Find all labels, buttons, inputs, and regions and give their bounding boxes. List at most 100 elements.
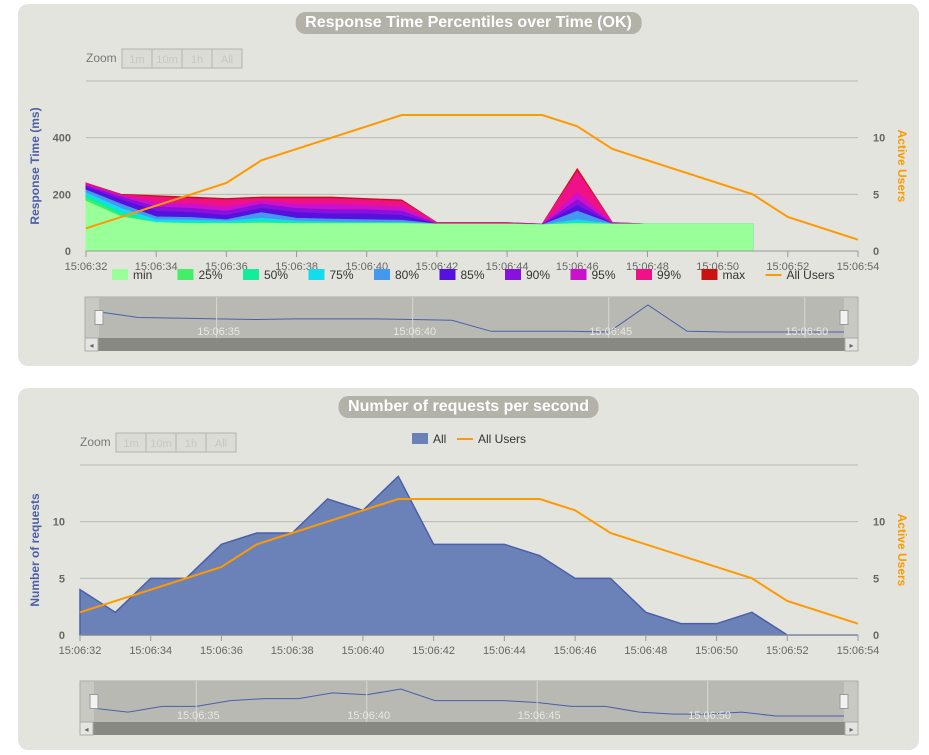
x-tick-label: 15:06:40 xyxy=(341,645,384,657)
svg-text:1h: 1h xyxy=(191,54,203,66)
zoom-label: Zoom xyxy=(80,435,111,449)
y2-tick-label: 10 xyxy=(873,133,885,145)
legend-label[interactable]: 25% xyxy=(199,268,223,282)
legend-label[interactable]: max xyxy=(723,268,746,282)
y2-tick-label: 10 xyxy=(873,517,885,529)
x-tick-label: 15:06:34 xyxy=(135,261,178,273)
navigator-tick-label: 15:06:35 xyxy=(177,710,220,722)
zoom-button-10m[interactable]: 10m xyxy=(151,48,183,69)
zoom-button-10m[interactable]: 10m xyxy=(145,432,177,453)
scroll-right-arrow-icon: ▸ xyxy=(849,725,853,734)
legend-swatch-80pct xyxy=(374,269,390,280)
scrollbar-left-button[interactable] xyxy=(84,337,99,352)
navigator-tick-label: 15:06:45 xyxy=(518,710,561,722)
zoom-label: Zoom xyxy=(86,51,117,65)
y2-tick-label: 5 xyxy=(873,189,879,201)
zoom-button-1h[interactable]: 1h xyxy=(181,48,213,69)
legend-label[interactable]: min xyxy=(133,268,152,282)
zoom-button-1h[interactable]: 1h xyxy=(175,432,207,453)
zoom-button-1m[interactable]: 1m xyxy=(121,48,153,69)
legend-swatch-all xyxy=(412,433,428,444)
navigator-tick-label: 15:06:35 xyxy=(197,326,240,338)
x-tick-label: 15:06:54 xyxy=(837,645,880,657)
x-tick-label: 15:06:36 xyxy=(200,645,243,657)
zoom-button-all[interactable]: All xyxy=(205,432,237,453)
scroll-right-arrow-icon: ▸ xyxy=(849,341,853,350)
x-tick-label: 15:06:34 xyxy=(129,645,172,657)
svg-text:10m: 10m xyxy=(156,54,177,66)
navigator-left-handle[interactable] xyxy=(89,694,99,709)
x-tick-label: 15:06:44 xyxy=(483,645,526,657)
navigator-selection[interactable] xyxy=(99,297,844,338)
navigator-selection[interactable] xyxy=(94,681,844,722)
x-tick-label: 15:06:46 xyxy=(554,645,597,657)
legend-label[interactable]: 80% xyxy=(395,268,419,282)
all-users-line xyxy=(79,498,859,625)
y2-tick-label: 0 xyxy=(873,246,879,258)
x-tick-label: 15:06:54 xyxy=(837,261,880,273)
y2-axis-title: Active Users xyxy=(895,130,909,203)
chart-title: Number of requests per second xyxy=(338,396,599,418)
y-tick-label: 5 xyxy=(59,573,65,585)
legend-label[interactable]: 85% xyxy=(461,268,485,282)
legend-label[interactable]: 99% xyxy=(657,268,681,282)
navigator-right-handle[interactable] xyxy=(839,310,849,325)
navigator-series-line xyxy=(98,304,844,333)
scroll-left-arrow-icon: ◂ xyxy=(89,341,93,350)
legend-label[interactable]: 50% xyxy=(264,268,288,282)
navigator-left-handle[interactable] xyxy=(94,310,104,325)
x-tick-label: 15:06:32 xyxy=(65,261,108,273)
x-tick-label: 15:06:48 xyxy=(624,645,667,657)
scrollbar-right-button[interactable] xyxy=(844,337,859,352)
legend-label[interactable]: 90% xyxy=(526,268,550,282)
navigator-tick-label: 15:06:40 xyxy=(347,710,390,722)
svg-text:10m: 10m xyxy=(150,438,171,450)
y-tick-label: 400 xyxy=(53,133,71,145)
x-tick-label: 15:06:32 xyxy=(59,645,102,657)
navigator-series-line xyxy=(93,688,844,717)
legend-swatch-50pct xyxy=(243,269,259,280)
scrollbar-left-button[interactable] xyxy=(79,721,94,736)
legend-swatch-90pct xyxy=(505,269,521,280)
navigator-tick-label: 15:06:50 xyxy=(688,710,731,722)
navigator-tick-label: 15:06:40 xyxy=(393,326,436,338)
response-time-panel: Response Time Percentiles over Time (OK)… xyxy=(18,4,919,366)
y2-tick-label: 5 xyxy=(873,573,879,585)
zoom-button-all[interactable]: All xyxy=(211,48,243,69)
svg-text:All: All xyxy=(221,54,233,66)
legend-swatch-95pct xyxy=(570,269,587,280)
scrollbar-track[interactable] xyxy=(85,338,858,351)
y-tick-label: 200 xyxy=(53,189,71,201)
y-tick-label: 0 xyxy=(65,246,71,258)
legend-label[interactable]: 95% xyxy=(592,268,616,282)
navigator-tick-label: 15:06:50 xyxy=(785,326,828,338)
y-tick-label: 10 xyxy=(53,517,65,529)
legend-label[interactable]: 75% xyxy=(330,268,354,282)
scrollbar-track[interactable] xyxy=(80,722,858,735)
x-tick-label: 15:06:46 xyxy=(556,261,599,273)
scrollbar-right-button[interactable] xyxy=(844,721,859,736)
legend-label[interactable]: All Users xyxy=(478,432,526,446)
svg-text:1h: 1h xyxy=(185,438,197,450)
all-users-line xyxy=(85,114,859,241)
legend-label[interactable]: All xyxy=(433,432,446,446)
legend-swatch-85pct xyxy=(439,269,456,280)
scroll-left-arrow-icon: ◂ xyxy=(84,725,88,734)
legend-swatch-99pct xyxy=(636,269,652,280)
series-area-all xyxy=(79,475,858,636)
series-area-min xyxy=(85,200,754,252)
svg-text:All: All xyxy=(215,438,227,450)
y-axis-title: Response Time (ms) xyxy=(28,107,42,224)
x-tick-label: 15:06:52 xyxy=(766,645,809,657)
y2-axis-title: Active Users xyxy=(895,514,909,587)
legend-swatch-max xyxy=(701,269,718,280)
x-tick-label: 15:06:38 xyxy=(271,645,314,657)
y-tick-label: 0 xyxy=(59,630,65,642)
zoom-button-1m[interactable]: 1m xyxy=(115,432,147,453)
navigator-right-handle[interactable] xyxy=(839,694,849,709)
legend-label[interactable]: All Users xyxy=(787,268,835,282)
requests-per-second-panel: Number of requests per second Zoom 1m 10m 1… xyxy=(18,388,919,750)
svg-text:1m: 1m xyxy=(129,54,144,66)
requests-per-second-chart: Zoom 1m 10m 1h All 0 5 10 0 5 10 Number of requests… xyxy=(28,432,909,736)
x-tick-label: 15:06:38 xyxy=(275,261,318,273)
